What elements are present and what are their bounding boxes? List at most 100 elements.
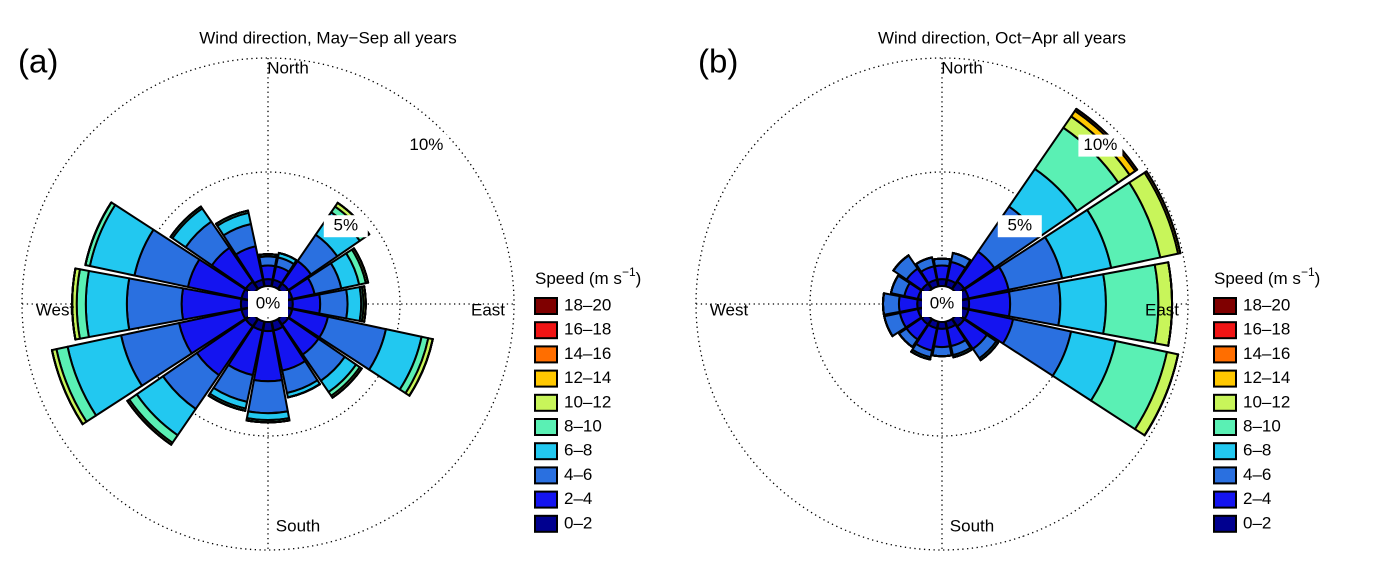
legend-swatch (1213, 393, 1237, 412)
legend-label: 14–16 (1243, 344, 1290, 363)
wind-segment (363, 285, 367, 323)
legend-label: 6–8 (564, 441, 592, 460)
wind-segment (898, 332, 914, 348)
legend-label: 8–10 (564, 416, 602, 435)
legend-swatch (534, 393, 558, 412)
wind-segment (286, 383, 321, 399)
wind-segment (1143, 353, 1180, 437)
ring-label: 5% (333, 216, 358, 235)
legend: Speed (m s−1) 0–2 2–4 4–6 6–8 8–10 10–12 12–14 1… (534, 265, 641, 533)
legend: Speed (m s−1) 0–2 2–4 4–6 6–8 8–10 10–12 12–14 1… (1213, 265, 1321, 533)
legend-title-part: −1 (1301, 265, 1315, 279)
wind-segment (125, 277, 185, 331)
ring-label-bg (323, 215, 368, 238)
ring-label-bg (404, 134, 449, 157)
center-box (248, 291, 288, 317)
ring-label: 10% (409, 135, 443, 154)
ring-label: 5% (1007, 216, 1032, 235)
direction-label: North (267, 58, 309, 77)
center-box (922, 291, 962, 317)
wind-segment (215, 209, 250, 225)
legend-label: 8–10 (1243, 416, 1281, 435)
wind-segment (1057, 273, 1107, 335)
direction-label: South (950, 516, 994, 535)
legend-title-part: Speed (m s (1214, 269, 1301, 288)
legend-label: 10–12 (1243, 392, 1290, 411)
wind-segment (247, 378, 289, 415)
grid-ring (21, 57, 515, 551)
wind-segment (915, 256, 934, 266)
wind-segment (979, 341, 1000, 362)
legend-swatch (1213, 514, 1237, 533)
legend-swatch (1213, 442, 1237, 461)
wind-segment (257, 253, 279, 256)
wind-segment (352, 247, 370, 284)
wind-segment (1167, 261, 1173, 347)
legend-title-part: Speed (m s (535, 269, 622, 288)
direction-label: East (471, 300, 505, 319)
legend-label: 2–4 (1243, 489, 1271, 508)
legend-swatch (534, 345, 558, 364)
legend-swatch (534, 514, 558, 533)
wind-segment (258, 255, 278, 268)
grid-ring (135, 171, 401, 437)
ring-label: 0% (930, 293, 955, 312)
wind-segment (1145, 170, 1182, 255)
legend-swatch (1213, 297, 1237, 315)
legend-label: 14–16 (564, 344, 611, 363)
wind-segment (951, 251, 972, 262)
legend-label: 4–6 (1243, 465, 1271, 484)
legend-swatch (534, 490, 558, 509)
direction-label: East (1145, 300, 1179, 319)
legend-label: 0–2 (564, 513, 592, 532)
ring-label-bg (1078, 134, 1123, 157)
wind-segment (169, 205, 202, 238)
legend-label: 6–8 (1243, 441, 1271, 460)
wind-segment (889, 274, 900, 295)
wind-segment (408, 338, 434, 397)
wind-segment (71, 267, 77, 341)
wind-segment (207, 394, 247, 412)
legend-swatch (1213, 490, 1237, 509)
legend-title-part: −1 (622, 265, 636, 279)
legend-swatch (534, 442, 558, 461)
direction-label: West (710, 300, 749, 319)
wind-segment (892, 254, 910, 272)
wind-segment (84, 269, 131, 339)
wind-segment (245, 419, 291, 424)
wind-segment (126, 399, 173, 446)
panel-label: (a) (18, 43, 58, 80)
legend-label: 4–6 (564, 465, 592, 484)
wind-segment (931, 354, 953, 358)
legend-swatch (534, 297, 558, 315)
wind-rose: (a) Wind direction, May−Sep all years Nort… (18, 28, 641, 551)
chart-title: Wind direction, Oct−Apr all years (878, 28, 1126, 47)
chart-title: Wind direction, May−Sep all years (199, 28, 456, 47)
legend-label: 18–20 (564, 295, 611, 314)
wind-segment (84, 201, 113, 267)
legend-title-part: ) (1315, 269, 1321, 288)
wind-segment (952, 348, 973, 359)
wind-segment (883, 315, 894, 338)
direction-label: West (36, 300, 75, 319)
legend-swatch (1213, 321, 1237, 340)
legend-label: 16–18 (564, 320, 611, 339)
wind-segment (881, 292, 901, 316)
legend-swatch (1213, 345, 1237, 364)
ring-label-bg (997, 215, 1042, 238)
legend-swatch (1213, 369, 1237, 388)
legend-label: 2–4 (564, 489, 592, 508)
legend-label: 0–2 (1243, 513, 1271, 532)
legend-title-part: ) (636, 269, 642, 288)
ring-label: 0% (256, 293, 281, 312)
wind-rose: (b) Wind direction, Oct−Apr all years Nort… (695, 28, 1321, 551)
wind-segment (932, 257, 952, 261)
legend-label: 18–20 (1243, 295, 1290, 314)
wind-segment (931, 345, 953, 358)
legend-title: Speed (m s−1) (535, 265, 641, 288)
direction-label: North (941, 58, 983, 77)
wind-segment (277, 251, 298, 262)
wind-segment (318, 288, 349, 320)
legend-label: 16–18 (1243, 320, 1290, 339)
